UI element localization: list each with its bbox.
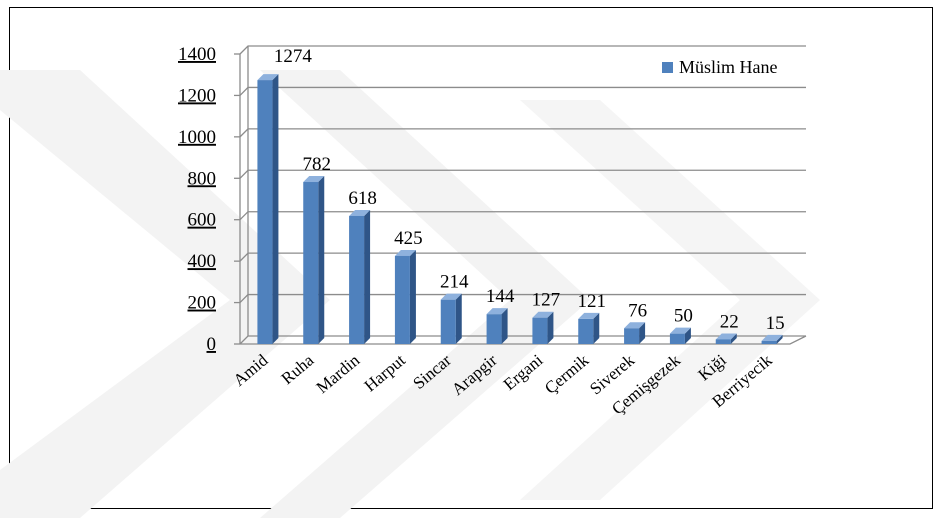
y-tick-label: 1000 (178, 127, 216, 148)
y-tick-label: 400 (188, 251, 217, 272)
bar-9 (624, 322, 646, 344)
bar-front (349, 215, 365, 344)
bar-side (318, 176, 325, 344)
bar-top (303, 176, 325, 183)
gridline (239, 45, 806, 55)
bar-top (761, 334, 783, 341)
bar-top (394, 249, 416, 256)
y-tick-label: 600 (188, 210, 217, 231)
data-label: 214 (440, 272, 469, 293)
bar-1 (257, 74, 279, 344)
bar-3 (349, 209, 371, 344)
y-tick-label: 0 (207, 334, 217, 355)
bar-side (593, 312, 600, 344)
data-label: 618 (348, 188, 377, 209)
bar-top (349, 209, 371, 216)
bar-7 (532, 311, 554, 344)
gridline (239, 128, 806, 138)
gridline (239, 293, 806, 304)
legend-swatch (662, 62, 673, 73)
data-label: 76 (628, 300, 647, 321)
bar-side (364, 209, 371, 344)
gridlines (234, 45, 807, 345)
gridline (239, 169, 806, 179)
legend-label: Müslim Hane (679, 57, 778, 77)
bar-top (440, 293, 462, 300)
data-label: 50 (674, 306, 693, 327)
bar-side (455, 293, 462, 344)
bar-top (486, 308, 508, 315)
bar-8 (578, 312, 600, 344)
bar-4 (394, 249, 416, 344)
bar-top (578, 312, 600, 319)
bar-6 (486, 308, 508, 344)
category-label: Ergani (500, 350, 547, 394)
bar-top (624, 322, 646, 329)
category-label: Harput (361, 350, 410, 395)
data-labels: 1274 782 618 425 214 144 127 121 76 50 22 15 (274, 46, 785, 334)
bar-side (684, 327, 691, 344)
data-label: 15 (766, 313, 785, 334)
y-tick-label: 200 (188, 293, 217, 314)
bar-side (272, 74, 279, 344)
bar-front (394, 255, 410, 344)
bar-12 (761, 334, 783, 344)
gridline (239, 335, 806, 345)
bar-side (639, 322, 646, 344)
y-axis-ticks: 0 200 400 600 800 1000 1200 1400 (178, 44, 216, 355)
bar-11 (715, 333, 737, 344)
data-label: 782 (303, 154, 332, 175)
data-label: 121 (578, 291, 607, 312)
bars (257, 74, 783, 344)
bar-top (669, 327, 691, 334)
data-label: 22 (720, 311, 739, 332)
gridline (239, 211, 806, 221)
bar-side (730, 333, 737, 344)
data-label: 1274 (274, 46, 313, 67)
category-label: Mardin (313, 350, 364, 397)
bar-front (578, 318, 594, 344)
y-tick-label: 1200 (178, 85, 216, 106)
category-label: Sincar (409, 350, 455, 393)
bar-front (715, 339, 731, 344)
bar-front (303, 182, 319, 344)
bar-front (669, 333, 685, 344)
category-label: Arapgir (448, 350, 501, 399)
bar-front (257, 80, 273, 344)
bar-side (409, 249, 416, 344)
bar-5 (440, 293, 462, 344)
category-label: Amid (230, 350, 272, 390)
bar-front (486, 314, 502, 344)
bar-top (257, 74, 279, 81)
data-label: 425 (394, 228, 423, 249)
bar-side (501, 308, 508, 344)
data-label: 127 (532, 290, 561, 311)
bar-side (776, 334, 783, 344)
bar-front (532, 317, 548, 344)
bar-2 (303, 176, 325, 344)
bar-front (440, 299, 456, 344)
legend: Müslim Hane (662, 57, 778, 77)
bar-top (715, 333, 737, 340)
data-label: 144 (486, 286, 515, 307)
bar-top (532, 311, 554, 318)
bar-10 (669, 327, 691, 344)
category-label: Çermik (541, 350, 593, 398)
y-tick-label: 1400 (178, 44, 216, 65)
category-label: Kiği (694, 350, 730, 384)
gridline (239, 252, 806, 262)
y-tick-label: 800 (188, 168, 217, 189)
floor-edge (240, 335, 807, 345)
gridline (239, 86, 806, 96)
bar-side (547, 311, 554, 344)
bar-front (624, 328, 640, 344)
bar-front (761, 340, 777, 344)
